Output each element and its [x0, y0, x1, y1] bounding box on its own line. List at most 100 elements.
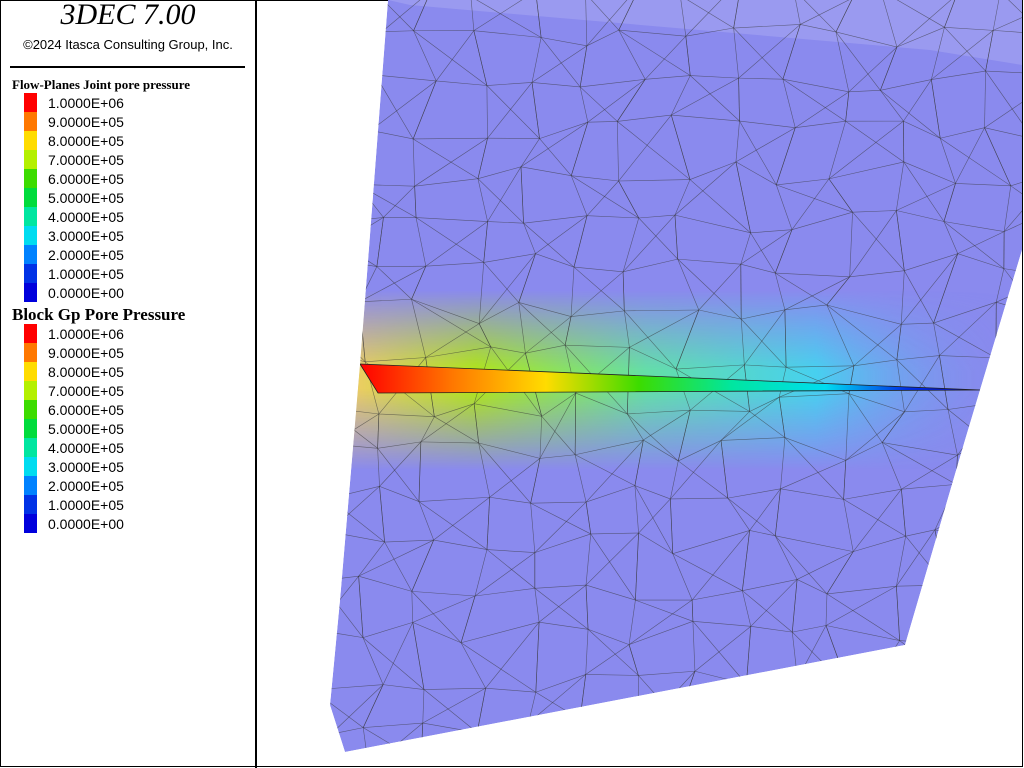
- mesh-edge: [848, 393, 905, 413]
- mesh-edge: [721, 437, 785, 441]
- mesh-edge: [434, 403, 475, 417]
- mesh-edge: [677, 258, 741, 265]
- mesh-edge: [474, 403, 542, 417]
- mesh-edge: [786, 365, 854, 368]
- mesh-edge: [896, 355, 940, 361]
- mesh-edge: [853, 359, 897, 367]
- mesh-edge: [575, 439, 644, 456]
- legend-label: 5.0000E+05: [48, 421, 124, 437]
- mesh-edge: [425, 323, 480, 358]
- mesh-edge: [939, 301, 997, 356]
- mesh-edge: [826, 304, 898, 361]
- mesh-edge: [780, 488, 844, 500]
- mesh-edge: [541, 37, 587, 47]
- mesh-edge: [330, 684, 384, 691]
- mesh-edge: [843, 499, 854, 552]
- mesh-edge: [1010, 171, 1022, 187]
- mesh-edge: [414, 137, 488, 187]
- mesh-edge: [362, 684, 384, 728]
- mesh-edge: [415, 217, 484, 263]
- mesh-edge: [365, 357, 426, 363]
- mesh-edge: [370, 80, 437, 131]
- mesh-edge: [532, 82, 581, 88]
- mesh-edge: [852, 211, 905, 271]
- mesh-edge: [784, 304, 827, 311]
- legend-swatch: [24, 169, 37, 188]
- mesh-edge: [479, 302, 519, 324]
- mesh-edge: [460, 621, 540, 644]
- mesh-edge: [518, 302, 526, 354]
- mesh-edge: [530, 503, 536, 553]
- mesh-edge: [992, 0, 1001, 31]
- mesh-edge: [375, 74, 414, 140]
- mesh-edge: [585, 585, 589, 630]
- mesh-edge: [933, 323, 940, 356]
- mesh-edge: [985, 70, 1022, 139]
- mesh-edge: [674, 161, 737, 216]
- legend-label: 5.0000E+05: [48, 190, 124, 206]
- mesh-edge: [896, 586, 900, 641]
- mesh-edge: [670, 440, 722, 500]
- legends: Flow-Planes Joint pore pressure 1.0000E+0…: [12, 77, 190, 533]
- mesh-edge: [775, 535, 854, 552]
- mesh-edge: [358, 541, 385, 577]
- mesh-edge: [671, 75, 691, 116]
- mesh-edge: [411, 591, 476, 597]
- mesh-edge: [477, 138, 488, 179]
- mesh-edge: [635, 533, 639, 601]
- mesh-edge: [947, 409, 958, 456]
- mesh-edge: [420, 441, 479, 444]
- mesh-edge: [423, 689, 478, 733]
- mesh-edge: [904, 253, 958, 271]
- legend-label: 1.0000E+05: [48, 497, 124, 513]
- mesh-edge: [852, 489, 902, 552]
- mesh-edge: [775, 272, 827, 306]
- mesh-edge: [727, 497, 776, 537]
- mesh-edge: [735, 161, 751, 233]
- mesh-edge: [622, 217, 640, 272]
- mesh-edge: [485, 687, 536, 693]
- mesh-edge: [411, 298, 480, 324]
- mesh-edge: [528, 674, 586, 724]
- mesh-edge: [418, 501, 434, 541]
- mesh-edge: [413, 30, 488, 86]
- legend-swatch: [24, 343, 37, 362]
- legend-swatch: [24, 495, 37, 514]
- mesh-edge: [901, 484, 957, 490]
- mesh-edge: [984, 71, 986, 128]
- mesh-edge: [727, 497, 750, 531]
- mesh-edge: [778, 397, 786, 438]
- mesh-edge: [845, 442, 883, 461]
- mesh-edge: [483, 253, 536, 263]
- mesh-edge: [944, 27, 986, 72]
- mesh-edge: [939, 138, 956, 184]
- mesh-edge: [882, 442, 957, 485]
- legend-label: 0.0000E+00: [48, 285, 124, 301]
- mesh-edge: [382, 30, 414, 32]
- mesh-edge: [671, 77, 739, 116]
- mesh-edge: [905, 529, 936, 537]
- mesh-edge: [534, 588, 540, 623]
- mesh-edge: [530, 458, 541, 504]
- mesh-edge: [849, 210, 897, 277]
- mesh-edge: [1003, 185, 1012, 232]
- mesh-edge: [520, 121, 589, 168]
- mesh-edge: [852, 210, 897, 213]
- mesh-edge: [670, 114, 691, 180]
- mesh-edge: [411, 298, 491, 348]
- mesh-edge: [943, 183, 956, 222]
- mesh-edge: [848, 89, 881, 93]
- mesh-edge: [486, 497, 490, 550]
- mesh-edge: [489, 458, 541, 498]
- mesh-edge: [903, 79, 932, 122]
- legend-title: Block Gp Pore Pressure: [12, 305, 186, 324]
- mesh-edge: [828, 178, 853, 213]
- mesh-edge: [433, 539, 488, 550]
- mesh-edge: [826, 551, 854, 595]
- mesh-edge: [618, 29, 646, 80]
- mesh-edge: [365, 0, 414, 31]
- mesh-edge: [411, 591, 414, 623]
- mesh-edge: [740, 263, 776, 274]
- mesh-edge: [738, 24, 801, 79]
- mesh-edge: [896, 536, 906, 587]
